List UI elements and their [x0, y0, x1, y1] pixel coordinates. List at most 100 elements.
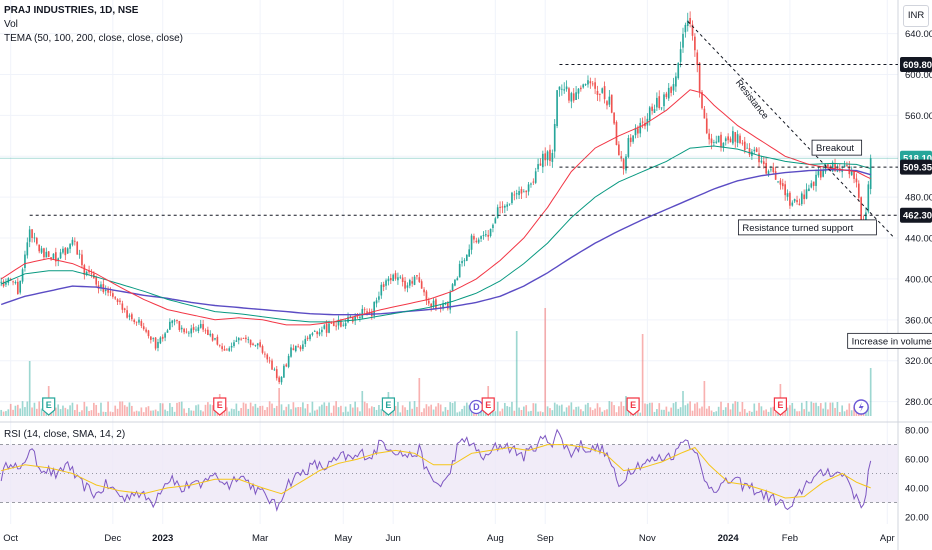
volume-bar: [746, 412, 748, 416]
volume-bar: [26, 401, 29, 416]
volume-bar: [304, 408, 307, 416]
volume-bar: [378, 405, 380, 416]
volume-bar: [256, 407, 259, 416]
rsi-line: [0, 428, 872, 512]
volume-bar: [332, 405, 335, 416]
candle-body: [90, 273, 93, 275]
volume-bar: [767, 411, 770, 416]
earnings-marker-letter: E: [46, 400, 52, 410]
volume-bar: [318, 406, 321, 416]
time-axis[interactable]: Oct Dec 2023 Mar May Jun Aug Sep Nov 2024 Feb Apr: [3, 533, 894, 544]
candle-body: [95, 276, 98, 285]
volume-bar: [513, 410, 516, 416]
candle-body: [596, 90, 599, 95]
volume-bar: [164, 409, 166, 416]
candle-body: [606, 101, 608, 106]
candle-body: [45, 251, 48, 258]
candle-body: [620, 156, 623, 159]
volume-bar: [589, 407, 592, 416]
volume-bar: [233, 409, 235, 416]
volume-bar: [311, 401, 314, 416]
candle-body: [608, 96, 611, 105]
price-axis[interactable]: 280.00320.00360.00400.00440.00480.00520.…: [905, 29, 932, 523]
candle-body: [54, 252, 57, 262]
volume-bar: [287, 404, 290, 416]
candle-body: [812, 181, 815, 186]
price-tick-label: 360.00: [905, 315, 932, 326]
volume-bar: [330, 412, 333, 416]
volume-bar: [423, 408, 425, 416]
symbol-title[interactable]: PRAJ INDUSTRIES, 1D, NSE: [4, 5, 139, 16]
candle-body: [696, 52, 699, 65]
volume-bar: [648, 402, 651, 416]
volume-legend[interactable]: Vol: [4, 19, 18, 30]
volume-bar: [432, 409, 435, 416]
volume-bar: [178, 402, 181, 416]
volume-bar: [729, 409, 732, 416]
candle-body: [463, 260, 466, 262]
candle-body: [185, 331, 188, 333]
candle-body: [546, 151, 549, 161]
volume-bar: [770, 407, 772, 416]
candle-body: [382, 284, 385, 287]
annotation-box: [847, 332, 932, 349]
tema-legend[interactable]: TEMA (50, 100, 200, close, close, close): [4, 33, 183, 44]
candle-body: [271, 360, 273, 370]
candle-body: [183, 328, 185, 333]
volume-bar: [380, 409, 383, 416]
volume-bar: [848, 403, 851, 416]
rsi-legend[interactable]: RSI (14, close, SMA, 14, 2): [4, 429, 126, 440]
candle-body: [59, 252, 62, 259]
volume-bar: [54, 407, 57, 416]
candle-body: [180, 327, 183, 330]
currency-button[interactable]: INR: [903, 5, 929, 27]
rsi-tick-label: 60.00: [905, 455, 929, 466]
candle-body: [746, 147, 748, 149]
candle-body: [397, 277, 399, 281]
candle-body: [178, 320, 181, 331]
volume-bar: [361, 391, 364, 416]
candle-body: [815, 174, 817, 186]
volume-bar: [508, 406, 511, 416]
candle-body: [499, 206, 501, 208]
candle-body: [252, 343, 254, 346]
volume-bar: [309, 412, 311, 416]
candle-body: [147, 330, 150, 337]
volume-bar: [135, 410, 138, 416]
candle-body: [88, 270, 90, 273]
candle-body: [701, 91, 703, 109]
candle-body: [309, 334, 311, 340]
candle-body: [615, 122, 618, 145]
candle-body: [351, 317, 354, 322]
volume-bar: [223, 407, 226, 416]
volume-bar: [789, 405, 791, 416]
volume-bar: [313, 410, 316, 416]
candle-body: [240, 338, 242, 340]
volume-bar: [169, 403, 171, 416]
volume-bar: [748, 410, 751, 416]
rsi-pane: [0, 428, 898, 512]
volume-bar: [520, 409, 523, 416]
candle-body: [380, 284, 383, 296]
candle-body: [530, 183, 532, 185]
price-tick-label: 480.00: [905, 193, 932, 204]
candle-body: [159, 337, 162, 344]
candle-body: [492, 224, 494, 228]
candle-body: [107, 288, 109, 293]
price-tick-label: 560.00: [905, 111, 932, 122]
time-tick-label: Feb: [782, 533, 798, 544]
volume-bar: [430, 404, 433, 416]
candle-body: [748, 148, 751, 155]
candle-body: [171, 320, 174, 324]
candle-body: [508, 203, 511, 205]
volume-bar: [736, 401, 739, 416]
volume-bar: [822, 408, 824, 416]
volume-bar: [401, 405, 404, 416]
volume-bar: [594, 408, 596, 416]
candle-body: [831, 162, 834, 172]
candle-body: [38, 244, 41, 252]
candle-body: [465, 254, 468, 261]
candle-body: [418, 277, 421, 282]
